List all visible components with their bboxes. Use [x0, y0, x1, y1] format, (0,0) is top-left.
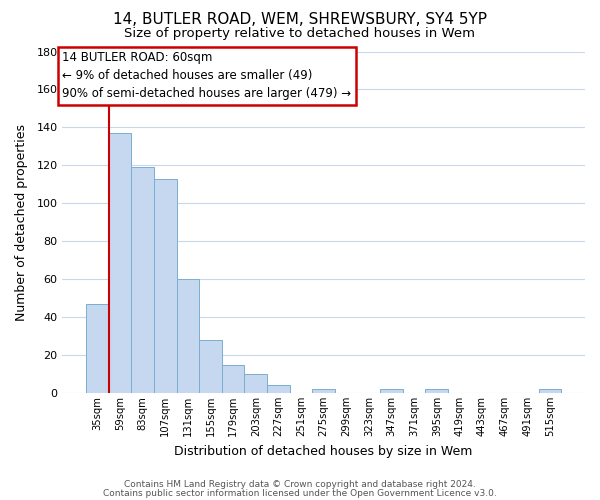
Text: Contains public sector information licensed under the Open Government Licence v3: Contains public sector information licen… [103, 488, 497, 498]
Bar [199, 340, 222, 393]
Text: Size of property relative to detached houses in Wem: Size of property relative to detached ho… [125, 28, 476, 40]
Bar [222, 364, 244, 393]
Bar [539, 389, 561, 393]
X-axis label: Distribution of detached houses by size in Wem: Distribution of detached houses by size … [175, 444, 473, 458]
Bar [244, 374, 267, 393]
Bar [86, 304, 109, 393]
Bar [380, 389, 403, 393]
Bar [425, 389, 448, 393]
Text: 14 BUTLER ROAD: 60sqm
← 9% of detached houses are smaller (49)
90% of semi-detac: 14 BUTLER ROAD: 60sqm ← 9% of detached h… [62, 52, 352, 100]
Bar [154, 178, 176, 393]
Bar [267, 386, 290, 393]
Bar [313, 389, 335, 393]
Text: Contains HM Land Registry data © Crown copyright and database right 2024.: Contains HM Land Registry data © Crown c… [124, 480, 476, 489]
Bar [176, 279, 199, 393]
Y-axis label: Number of detached properties: Number of detached properties [15, 124, 28, 321]
Text: 14, BUTLER ROAD, WEM, SHREWSBURY, SY4 5YP: 14, BUTLER ROAD, WEM, SHREWSBURY, SY4 5Y… [113, 12, 487, 28]
Bar [109, 133, 131, 393]
Bar [131, 167, 154, 393]
